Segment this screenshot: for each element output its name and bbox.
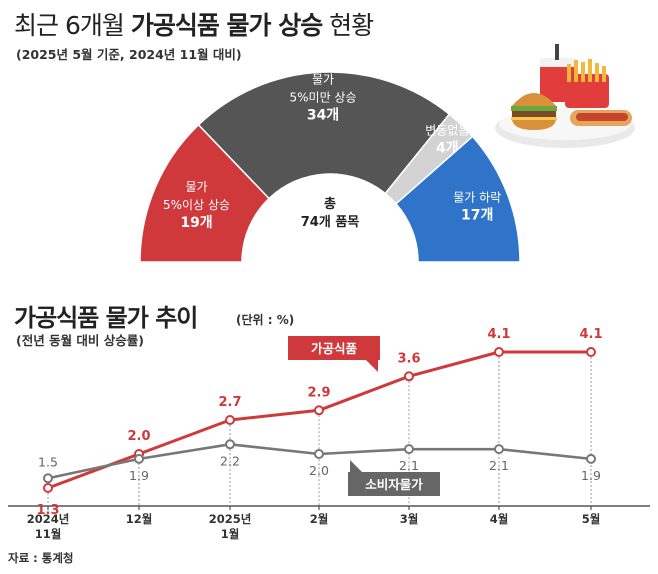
- data-point: [494, 444, 504, 455]
- data-point: [134, 453, 144, 464]
- data-label: 1.3: [36, 503, 59, 518]
- page-subtitle: (2025년 5월 기준, 2024년 11월 대비): [16, 47, 242, 62]
- data-point: [225, 415, 235, 425]
- title-light: 최근 6개월: [14, 11, 131, 40]
- donut-segment-count: 17개: [461, 207, 493, 223]
- data-label: 2.0: [309, 463, 329, 478]
- legend-tag-pointer: [366, 360, 378, 372]
- data-label: 4.1: [579, 327, 602, 342]
- title-bold: 가공식품 물가 상승: [130, 11, 323, 40]
- donut-segment-label: 물가 하락: [453, 190, 501, 204]
- x-tick-label: 4월: [490, 512, 509, 526]
- data-point: [43, 483, 53, 493]
- donut-center-total-count: 74개 품목: [301, 215, 360, 230]
- x-tick-label: 5월: [582, 512, 601, 526]
- data-label: 3.6: [397, 351, 420, 366]
- title-tail: 현황: [322, 11, 374, 40]
- data-point: [404, 444, 414, 455]
- data-label: 2.1: [399, 458, 419, 473]
- data-label: 2.0: [127, 429, 150, 444]
- x-tick-label: 1월: [221, 527, 240, 541]
- x-tick-label: 12월: [126, 512, 153, 526]
- data-label: 1.9: [581, 468, 601, 483]
- legend-tag: [348, 472, 440, 496]
- legend-tag-pointer: [350, 460, 362, 472]
- x-tick-label: 2024년: [27, 512, 70, 526]
- data-label: 2.7: [218, 395, 241, 410]
- donut-segment-label: 5%미만 상승: [290, 91, 357, 105]
- page-title: 최근 6개월 가공식품 물가 상승 현황: [14, 6, 374, 42]
- trend-title: 가공식품 물가 추이: [14, 304, 198, 332]
- data-label: 2.9: [307, 385, 330, 400]
- data-point: [586, 347, 596, 357]
- x-tick-label: 2월: [310, 512, 329, 526]
- donut-segment: [395, 135, 521, 263]
- legend-label: 소비자물가: [365, 477, 423, 492]
- donut-segment-label: 물가: [312, 73, 334, 87]
- trend-unit: (단위 : %): [236, 313, 295, 327]
- data-label: 1.9: [129, 468, 149, 483]
- data-label: 2.1: [489, 458, 509, 473]
- donut-segment-label: 물가: [185, 180, 207, 194]
- data-point: [314, 449, 324, 459]
- donut-segment: [197, 71, 451, 200]
- x-tick-label: 2025년: [209, 512, 252, 526]
- data-point: [314, 405, 324, 416]
- trend-subtitle: (전년 동월 대비 상승률): [16, 333, 144, 348]
- legend-label: 가공식품: [311, 341, 358, 356]
- donut-segment-count: 4개: [436, 141, 459, 157]
- donut-segment-label: 5%이상 상승: [163, 198, 230, 212]
- donut-segment-count: 19개: [180, 215, 212, 231]
- legend-tag: [288, 336, 380, 360]
- data-point: [404, 371, 414, 382]
- data-point: [494, 347, 504, 357]
- donut-segment-label: 변동없음: [425, 124, 469, 138]
- data-point: [586, 453, 596, 464]
- data-label: 1.5: [38, 454, 58, 469]
- data-label: 4.1: [487, 327, 510, 342]
- source-note: 자료 : 통계청: [8, 551, 74, 565]
- x-tick-label: 3월: [400, 512, 419, 526]
- data-label: 2.2: [220, 453, 240, 468]
- data-point: [225, 439, 235, 450]
- x-tick-label: 11월: [35, 527, 62, 541]
- donut-segment-count: 34개: [307, 108, 339, 124]
- fast-food-illustration: [495, 44, 635, 148]
- donut-center-total-label: 총: [324, 196, 336, 212]
- data-point: [43, 473, 53, 484]
